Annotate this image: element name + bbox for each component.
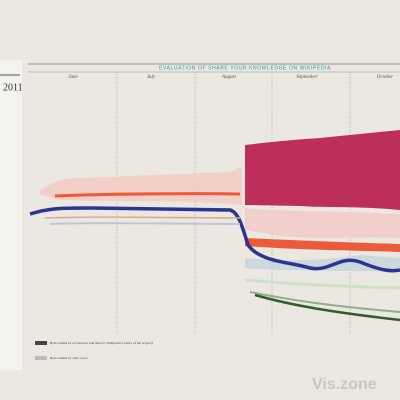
legend-label: Bytes added by m.Cannavo and Marcel (Wik… bbox=[50, 341, 154, 345]
month-label: July bbox=[147, 75, 156, 80]
month-label: June bbox=[68, 75, 78, 80]
stream-band bbox=[245, 130, 400, 210]
stream-line bbox=[49, 222, 241, 225]
stream-line bbox=[54, 192, 241, 198]
watermark: Vis.zone bbox=[312, 376, 377, 393]
stream-line bbox=[44, 216, 241, 219]
month-label: August bbox=[221, 75, 237, 80]
legend-label: Bytes added by other users bbox=[50, 356, 88, 360]
stream-band bbox=[245, 208, 400, 238]
stream-line bbox=[249, 291, 400, 313]
legend-swatch bbox=[35, 341, 47, 345]
month-label: October bbox=[377, 75, 393, 80]
year: 2011 bbox=[3, 82, 23, 93]
chart-title: EVALUATION OF SHARE YOUR KNOWLEDGE ON WI… bbox=[159, 65, 331, 71]
stream-line bbox=[29, 206, 400, 273]
side-panel bbox=[0, 60, 22, 370]
legend: Bytes added by m.Cannavo and Marcel (Wik… bbox=[35, 341, 154, 360]
stream-band bbox=[245, 255, 400, 272]
stream-line bbox=[254, 293, 400, 322]
month-label: September bbox=[296, 75, 317, 80]
stream-line bbox=[244, 278, 400, 290]
streams bbox=[29, 130, 400, 322]
stream-band bbox=[245, 238, 400, 252]
legend-swatch bbox=[35, 356, 47, 360]
